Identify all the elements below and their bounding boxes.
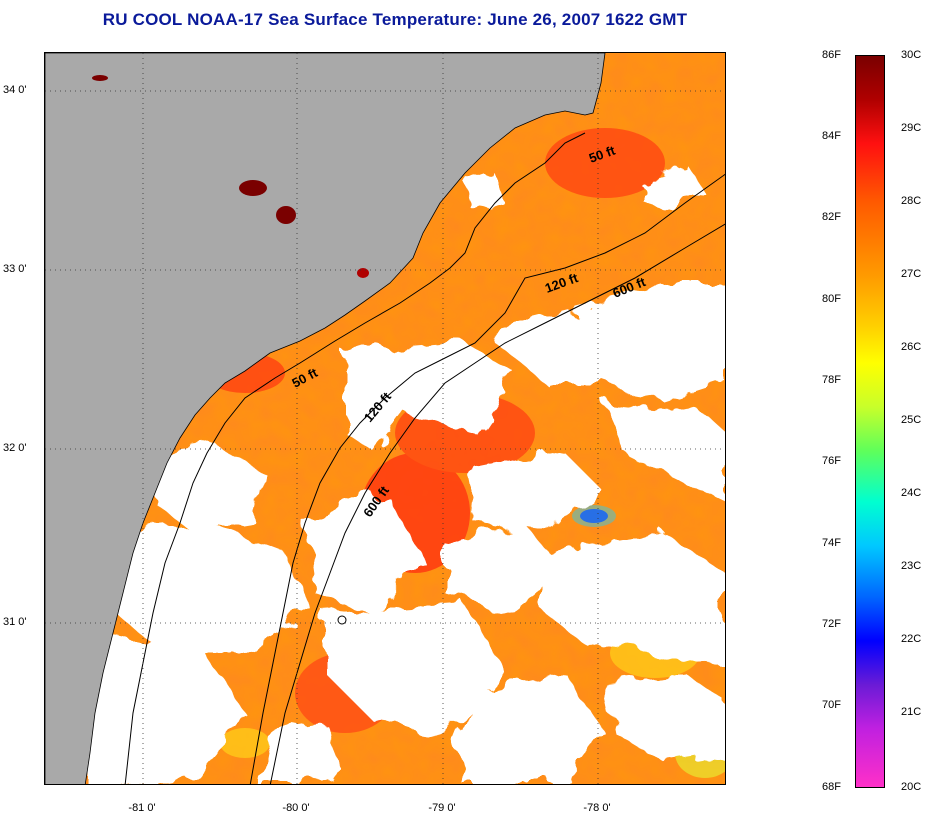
- lon-label-80: -80 0': [282, 802, 310, 814]
- colorbar-c-25: 25C: [901, 414, 922, 426]
- colorbar-c-28: 28C: [901, 195, 922, 207]
- colorbar-c-21: 21C: [901, 706, 922, 718]
- colorbar-c-24: 24C: [901, 487, 922, 499]
- colorbar-c-22: 22C: [901, 633, 922, 645]
- colorbar-c-30: 30C: [901, 49, 922, 61]
- colorbar-f-74: 74F: [822, 537, 841, 549]
- colorbar-f-86: 86F: [822, 49, 841, 61]
- colorbar-c-29: 29C: [901, 122, 922, 134]
- colorbar-c-20: 20C: [901, 781, 922, 793]
- lon-label-78: -78 0': [583, 802, 611, 814]
- colorbar-f-78: 78F: [822, 374, 841, 386]
- colorbar-f-68: 68F: [822, 781, 841, 793]
- contour-600ft: [269, 223, 725, 784]
- station-marker: [337, 615, 347, 625]
- graticule: [45, 53, 725, 784]
- colorbar-c-26: 26C: [901, 341, 922, 353]
- lat-label-31: 31 0': [3, 616, 27, 628]
- colorbar-c-23: 23C: [901, 560, 922, 572]
- cloud-mask: [85, 163, 725, 784]
- colorbar-c-27: 27C: [901, 268, 922, 280]
- map-title: RU COOL NOAA-17 Sea Surface Temperature:…: [102, 10, 688, 29]
- lon-label-81: -81 0': [128, 802, 156, 814]
- colorbar-f-80: 80F: [822, 293, 841, 305]
- lat-label-33: 33 0': [3, 263, 27, 275]
- colorbar-f-76: 76F: [822, 455, 841, 467]
- lat-label-34: 34 0': [3, 84, 27, 96]
- colorbar-f-72: 72F: [822, 618, 841, 630]
- sst-map: 50 ft 120 ft 600 ft 50 ft 120 ft 600 ft: [44, 52, 726, 785]
- lat-label-32: 32 0': [3, 442, 27, 454]
- land-mass: [45, 53, 606, 784]
- sst-map-canvas: 50 ft 120 ft 600 ft 50 ft 120 ft 600 ft: [45, 53, 725, 784]
- contour-120ft: [249, 173, 725, 784]
- temperature-colorbar: [855, 55, 885, 788]
- colorbar-f-82: 82F: [822, 211, 841, 223]
- inland-lakes: [92, 75, 369, 278]
- contour-50ft: [124, 132, 586, 784]
- lon-label-79: -79 0': [428, 802, 456, 814]
- cold-spot: [580, 509, 608, 523]
- colorbar-f-84: 84F: [822, 130, 841, 142]
- colorbar-f-70: 70F: [822, 699, 841, 711]
